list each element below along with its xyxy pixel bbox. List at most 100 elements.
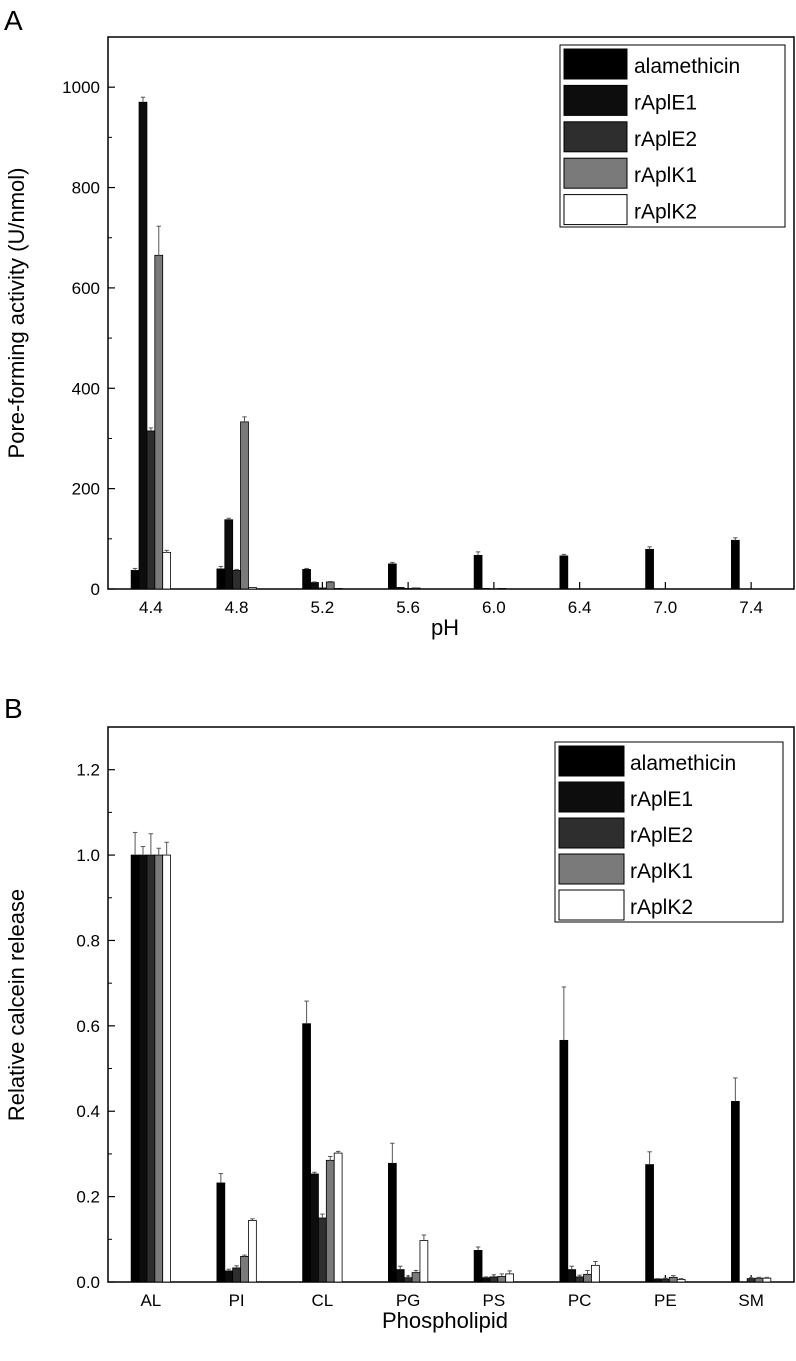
panel-b-bar-alamethicin-pe bbox=[645, 1164, 654, 1283]
panel-b-y-tick-label: 1.0 bbox=[76, 846, 100, 865]
panel-b-bar-raple1-ps bbox=[481, 1277, 491, 1283]
panel-b-y-tick-label: 0.0 bbox=[76, 1273, 100, 1292]
panel-b-bar-raple1-al bbox=[138, 854, 148, 1283]
panel-a-letter: A bbox=[4, 5, 23, 36]
panel-b-x-tick-label: PE bbox=[654, 1291, 677, 1310]
legend-swatch-alamethicin bbox=[563, 48, 628, 80]
panel-a-x-tick-label: 7.0 bbox=[654, 598, 678, 617]
legend-swatch-raplk1 bbox=[563, 157, 628, 189]
panel-b-error-bar bbox=[764, 1276, 770, 1279]
panel-a-x-tick-label: 6.4 bbox=[568, 598, 592, 617]
panel-b-error-bar bbox=[421, 1234, 427, 1241]
panel-b-y-tick-label: 0.4 bbox=[76, 1102, 100, 1121]
panel-a-bar-raplk1-4-4 bbox=[154, 254, 164, 590]
panel-b-bar-raplk1-cl bbox=[325, 1159, 335, 1283]
panel-a-y-tick-label: 400 bbox=[72, 379, 100, 398]
panel-b-error-bar bbox=[312, 1171, 317, 1174]
panel-a-error-bar bbox=[390, 561, 395, 564]
panel-a-bar-raple1-4-8 bbox=[224, 519, 234, 590]
panel-b-y-tick-label: 0.6 bbox=[76, 1017, 100, 1036]
panel-a-error-bar bbox=[218, 565, 224, 569]
panel-a-bar-raplk1-5-2 bbox=[325, 581, 335, 590]
panel-a-axes: 0 200 400 600 800 1000 4.4 4.8 5.2 5.6 6.0 6.4 7.0 7.… bbox=[62, 78, 763, 617]
legend-label-raple2: rAplE2 bbox=[630, 824, 693, 847]
panel-b-error-bar bbox=[663, 1277, 668, 1280]
panel-b-x-tick-label: PG bbox=[396, 1291, 421, 1310]
panel-b-error-bar bbox=[242, 1254, 247, 1257]
legend-label-raplk1: rAplK1 bbox=[630, 860, 693, 883]
panel-b-error-bar bbox=[164, 841, 169, 856]
panel-b-error-bar bbox=[585, 1269, 590, 1275]
panel-a-error-bar bbox=[312, 581, 317, 583]
panel-b-error-bar bbox=[132, 831, 138, 856]
panel-b-error-bar bbox=[304, 1000, 309, 1024]
legend-label-raple2: rAplE2 bbox=[634, 128, 697, 151]
panel-b-bar-raple2-pc bbox=[575, 1276, 584, 1283]
panel-b-bar-raple1-pe bbox=[653, 1278, 662, 1283]
panel-b-error-bar bbox=[335, 1150, 341, 1154]
panel-b-error-bar bbox=[647, 1151, 652, 1165]
panel-b-bar-raplk2-cl bbox=[333, 1152, 343, 1283]
panel-a-bar-alamethicin-5-2 bbox=[302, 569, 311, 590]
panel-a-y-tick-label: 600 bbox=[72, 279, 100, 298]
panel-b-error-bar bbox=[413, 1269, 419, 1273]
panel-a-error-bar bbox=[242, 416, 247, 422]
panel-b-bar-raplk2-sm bbox=[762, 1277, 772, 1283]
panel-a-error-bar bbox=[234, 568, 239, 571]
panel-b-bar-raplk2-pc bbox=[591, 1264, 600, 1283]
panel-a-error-bar bbox=[226, 517, 231, 520]
panel-b: B 0.00.20.40.60.81.01.2AL PI CL PG PS PC PE SM … bbox=[4, 693, 795, 1333]
panel-a-error-bar bbox=[561, 553, 567, 556]
legend-label-raple1: rAplE1 bbox=[634, 91, 697, 114]
panel-b-x-axis-title: Phospholipid bbox=[382, 1308, 508, 1333]
panel-a-bar-alamethicin-7-0 bbox=[645, 548, 654, 590]
panel-b-bar-raplk1-ps bbox=[497, 1276, 507, 1283]
panel-a-bar-raplk1-4-8 bbox=[240, 421, 249, 590]
panel-b-error-bar bbox=[756, 1276, 762, 1279]
panel-a-error-bar bbox=[148, 427, 154, 431]
panel-b-error-bar bbox=[483, 1276, 489, 1278]
panel-a-bars bbox=[130, 101, 740, 590]
panel-b-bar-raplk2-ps bbox=[505, 1273, 514, 1283]
panel-a-error-bar bbox=[647, 546, 652, 550]
panel-b-error-bar bbox=[405, 1275, 411, 1278]
panel-b-x-tick-label: PC bbox=[568, 1291, 592, 1310]
panel-b-error-bar bbox=[577, 1274, 582, 1277]
panel-b-bar-raplk1-pe bbox=[668, 1276, 678, 1283]
panel-b-error-bar bbox=[678, 1278, 684, 1280]
panel-b-error-bar bbox=[320, 1213, 325, 1218]
panel-a-error-bar bbox=[475, 551, 481, 556]
panel-b-bar-raple2-sm bbox=[746, 1278, 756, 1283]
panel-a-bar-raple1-5-6 bbox=[395, 587, 405, 590]
panel-b-error-bar bbox=[499, 1273, 504, 1277]
panel-a-bar-raplk1-6-0 bbox=[497, 588, 507, 590]
panel-b-bar-raple2-pi bbox=[232, 1267, 241, 1283]
panel-b-error-bar bbox=[250, 1218, 255, 1221]
panel-b-error-bar bbox=[733, 1077, 738, 1102]
panel-b-error-bar bbox=[671, 1275, 676, 1278]
panel-b-legend: alamethicin rAplE1 rAplE2 rAplK1 rAplK2 bbox=[554, 741, 784, 923]
panel-a-error-bar bbox=[304, 567, 309, 570]
panel-a-x-tick-label: 5.2 bbox=[311, 598, 335, 617]
panel-a-bar-alamethicin-7-4 bbox=[731, 539, 740, 590]
panel-a-x-tick-label: 4.4 bbox=[139, 598, 163, 617]
panel-b-error-bars bbox=[132, 831, 770, 1280]
panel-b-bar-raple2-ps bbox=[489, 1276, 499, 1283]
panel-a-error-bar bbox=[733, 537, 738, 541]
panel-b-error-bar bbox=[148, 833, 154, 856]
legend-swatch-raple1 bbox=[563, 84, 628, 116]
panel-a-bar-raple2-5-6 bbox=[403, 588, 413, 590]
panel-b-y-axis-title: Relative calcein release bbox=[4, 889, 29, 1121]
panel-b-bar-raplk2-pe bbox=[676, 1279, 686, 1283]
panel-b-bar-raple2-pe bbox=[661, 1278, 670, 1283]
panel-a-bar-alamethicin-6-0 bbox=[473, 554, 483, 590]
legend-swatch-alamethicin bbox=[558, 745, 625, 777]
panel-b-bar-alamethicin-al bbox=[130, 854, 140, 1283]
panel-a-bar-raplk2-4-4 bbox=[162, 551, 171, 590]
panel-a-error-bar bbox=[140, 96, 146, 103]
panel-a-bar-raple1-5-2 bbox=[310, 582, 319, 590]
legend-swatch-raple2 bbox=[558, 817, 625, 849]
panel-b-bar-raple2-cl bbox=[318, 1217, 327, 1283]
panel-a-error-bar bbox=[132, 567, 138, 571]
panel-b-bar-raple1-pc bbox=[567, 1269, 577, 1283]
